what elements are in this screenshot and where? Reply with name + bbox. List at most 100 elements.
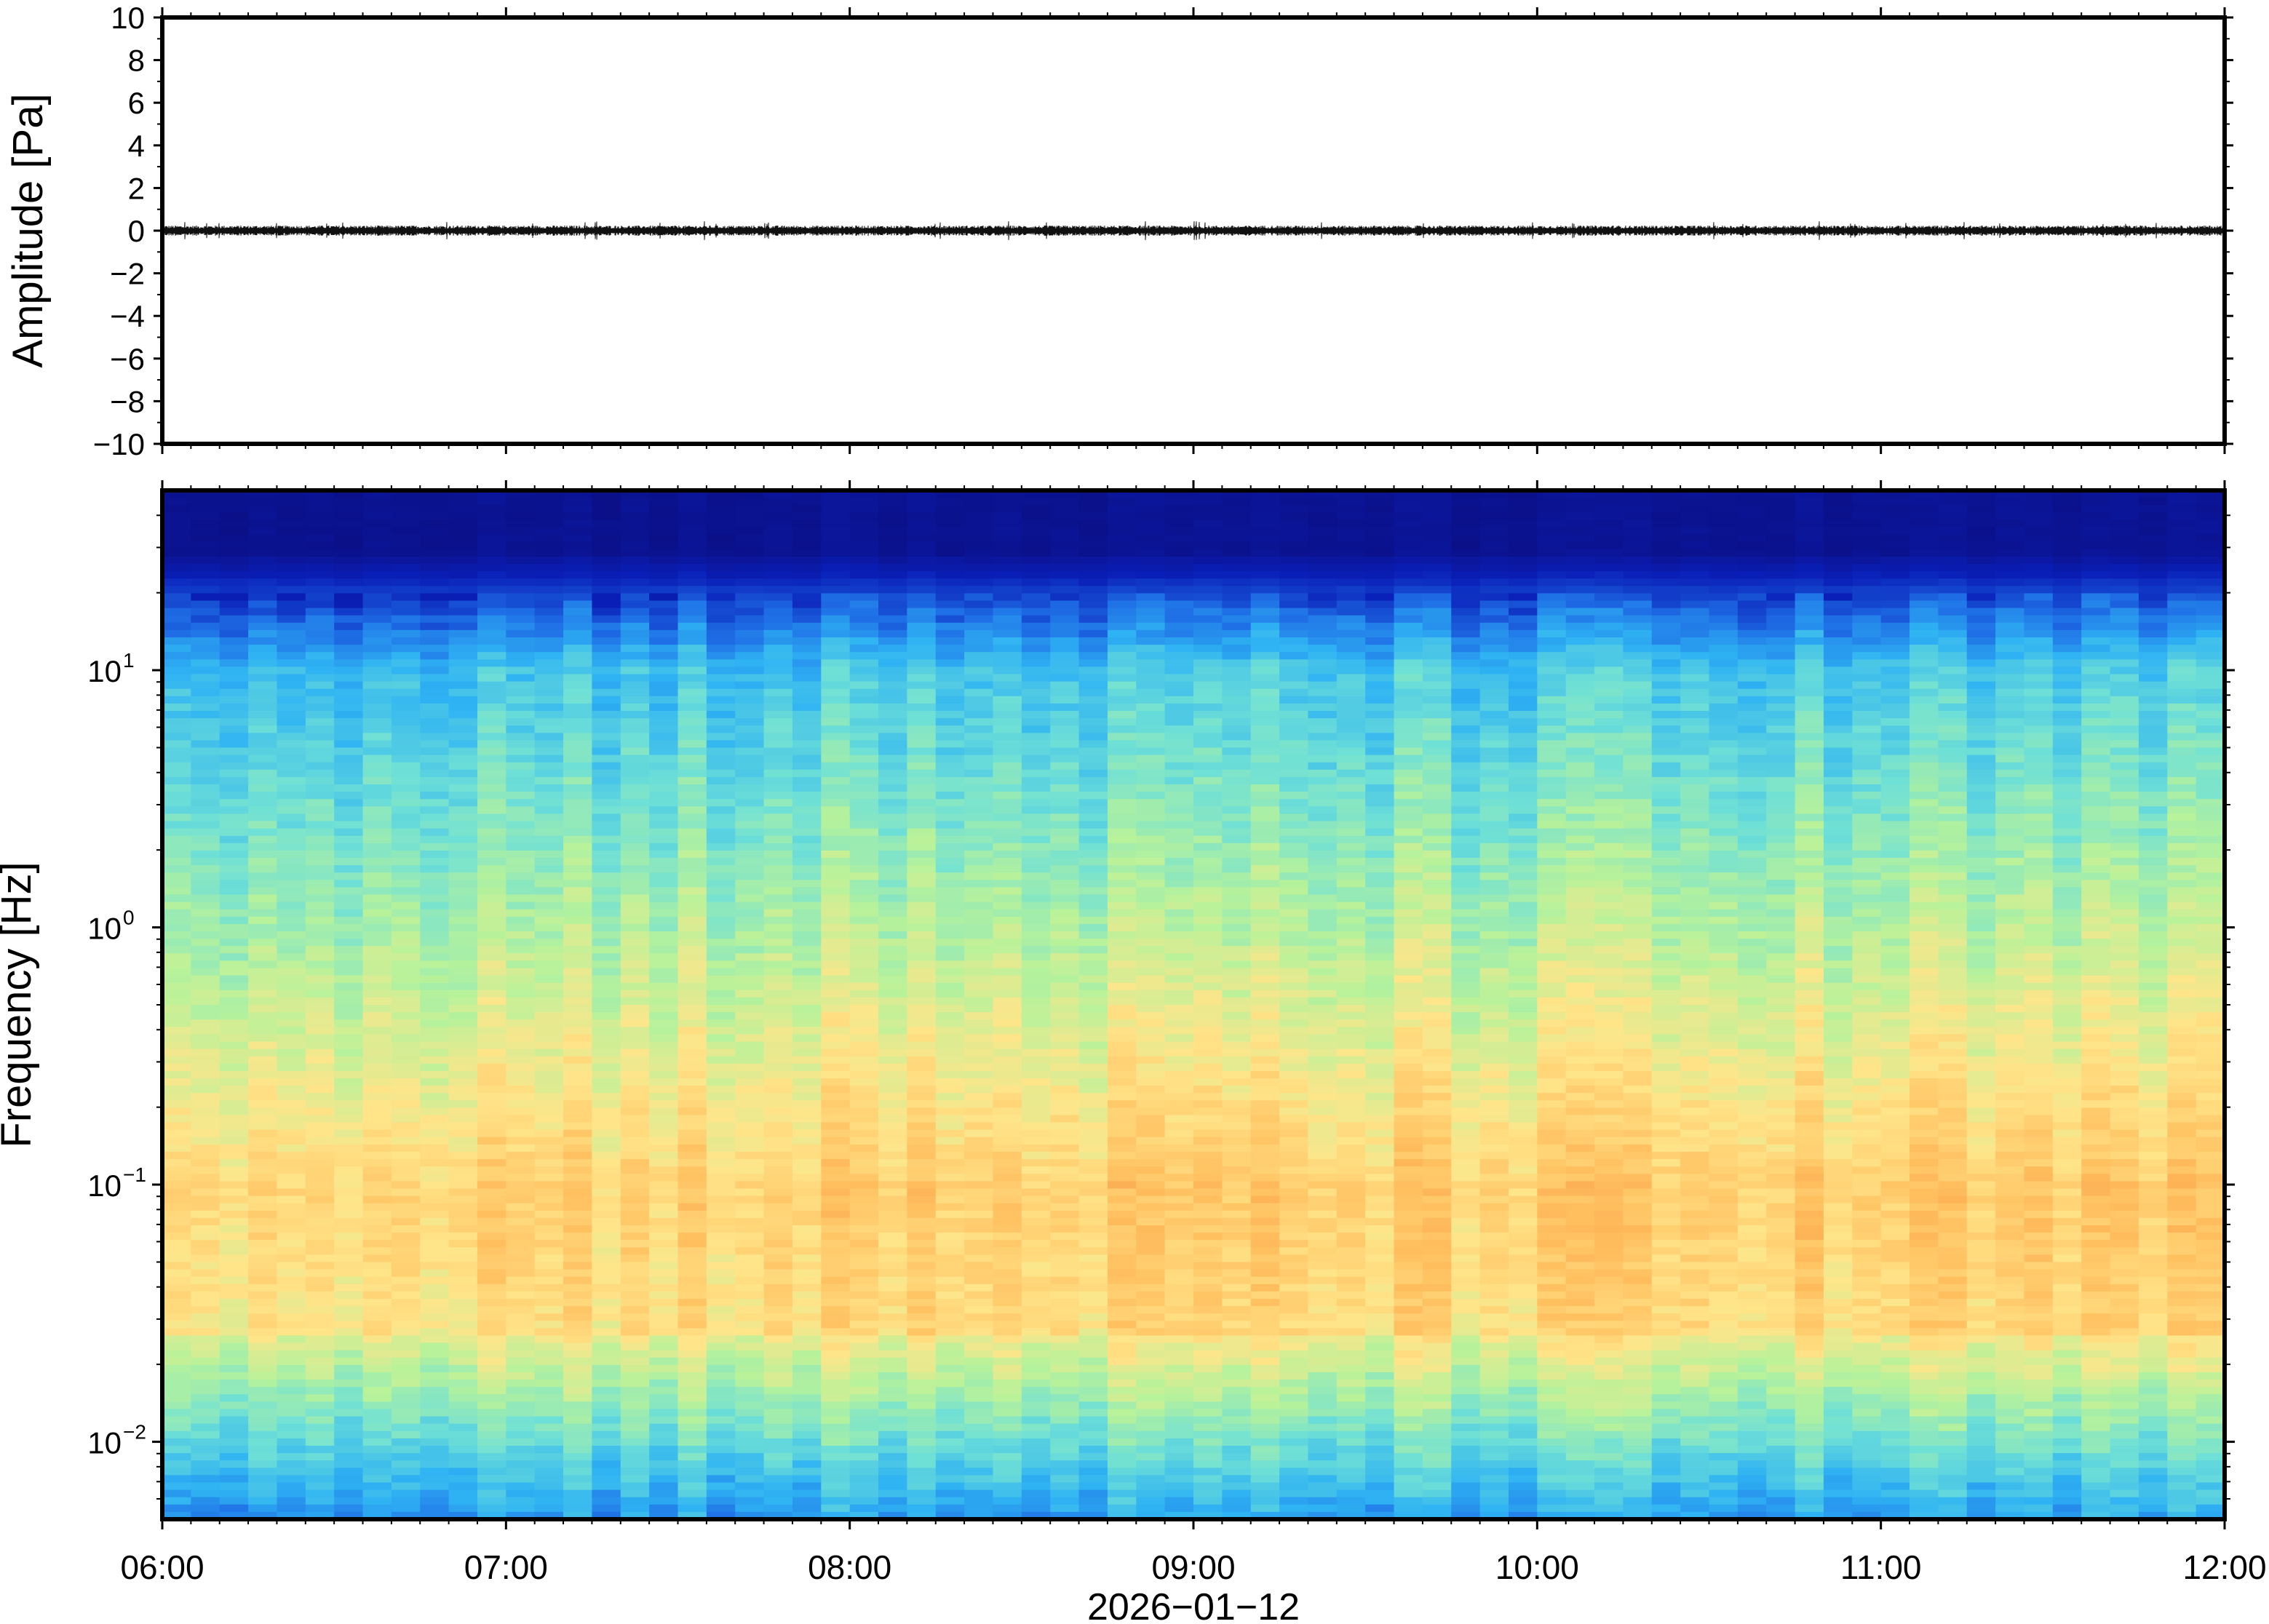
spectrogram-cell: [1880, 872, 1910, 880]
spectrogram-cell: [1938, 828, 1968, 837]
spectrogram-cell: [1078, 887, 1108, 896]
spectrogram-cell: [907, 946, 937, 954]
spectrogram-cell: [1565, 960, 1595, 969]
spectrogram-cell: [248, 806, 278, 814]
spectrogram-cell: [849, 681, 879, 690]
spectrogram-cell: [1451, 843, 1481, 851]
spectrogram-cell: [362, 975, 392, 984]
spectrogram-cell: [477, 615, 506, 624]
spectrogram-cell: [1164, 541, 1194, 550]
spectrogram-cell: [305, 564, 335, 572]
spectrogram-cell: [448, 843, 478, 851]
spectrogram-cell: [620, 733, 650, 741]
amplitude-y-axis-label: Amplitude [Pa]: [4, 93, 52, 367]
spectrogram-cell: [1623, 725, 1653, 733]
spectrogram-cell: [677, 652, 707, 660]
spectrogram-cell: [2138, 858, 2168, 866]
spectrogram-cell: [2024, 600, 2054, 609]
spectrogram-cell: [248, 534, 278, 543]
spectrogram-cell: [2024, 541, 2054, 550]
spectrogram-cell: [1880, 858, 1910, 866]
spectrogram-cell: [1050, 733, 1080, 741]
spectrogram-cell: [620, 688, 650, 697]
spectrogram-cell: [964, 872, 994, 880]
spectrogram-cell: [1823, 652, 1853, 660]
spectrogram-cell: [878, 990, 907, 998]
spectrogram-cell: [2052, 512, 2082, 520]
spectrogram-cell: [1766, 564, 1796, 572]
spectrogram-cell: [1308, 652, 1338, 660]
spectrogram-cell: [1766, 769, 1796, 778]
amplitude-y-tick-label: 10: [111, 1, 145, 35]
spectrogram-cell: [1508, 527, 1538, 536]
spectrogram-cell: [1078, 828, 1108, 837]
spectrogram-cell: [1279, 629, 1309, 638]
spectrogram-cell: [1766, 843, 1796, 851]
spectrogram-cell: [1308, 894, 1338, 903]
spectrogram-cell: [1078, 755, 1108, 763]
spectrogram-cell: [964, 953, 994, 961]
spectrogram-cell: [1737, 541, 1767, 550]
spectrogram-cell: [391, 946, 421, 954]
spectrogram-cell: [1479, 747, 1509, 756]
spectrogram-cell: [1594, 659, 1624, 667]
spectrogram-cell: [907, 593, 937, 602]
spectrogram-cell: [1823, 982, 1853, 991]
spectrogram-cell: [2081, 549, 2111, 557]
spectrogram-cell: [2138, 681, 2168, 690]
spectrogram-cell: [1107, 843, 1137, 851]
spectrogram-cell: [1308, 666, 1338, 675]
spectrogram-cell: [1164, 608, 1194, 616]
spectrogram-cell: [2167, 968, 2197, 976]
spectrogram-cell: [2138, 909, 2168, 918]
spectrogram-cell: [448, 821, 478, 829]
spectrogram-cell: [1164, 645, 1194, 653]
spectrogram-cell: [1594, 880, 1624, 888]
spectrogram-cell: [1279, 909, 1309, 918]
spectrogram-cell: [1508, 629, 1538, 638]
spectrogram-cell: [1193, 666, 1223, 675]
spectrogram-cell: [305, 600, 335, 609]
spectrogram-cell: [2138, 578, 2168, 586]
spectrogram-cell: [1852, 608, 1882, 616]
spectrogram-cell: [1050, 527, 1080, 536]
spectrogram-cell: [964, 549, 994, 557]
spectrogram-cell: [677, 821, 707, 829]
spectrogram-cell: [1565, 821, 1595, 829]
spectrogram-cell: [592, 946, 621, 954]
spectrogram-cell: [391, 975, 421, 984]
spectrogram-cell: [420, 865, 450, 873]
spectrogram-cell: [1193, 645, 1223, 653]
spectrogram-cell: [2081, 769, 2111, 778]
spectrogram-cell: [1222, 916, 1252, 925]
spectrogram-cell: [1279, 674, 1309, 682]
spectrogram-cell: [334, 858, 364, 866]
spectrogram-cell: [1078, 681, 1108, 690]
spectrogram-cell: [277, 747, 306, 756]
spectrogram-cell: [219, 637, 249, 645]
spectrogram-cell: [420, 688, 450, 697]
spectrogram-cell: [2110, 865, 2139, 873]
spectrogram-cell: [1880, 813, 1910, 822]
spectrogram-cell: [1279, 982, 1309, 991]
spectrogram-cell: [993, 556, 1022, 565]
spectrogram-cell: [1078, 600, 1108, 609]
spectrogram-cell: [1508, 733, 1538, 741]
spectrogram-cell: [1193, 762, 1223, 771]
spectrogram-cell: [2196, 498, 2225, 506]
spectrogram-cell: [563, 946, 593, 954]
spectrogram-cell: [1852, 703, 1882, 712]
spectrogram-cell: [935, 733, 965, 741]
spectrogram-cell: [2052, 615, 2082, 624]
spectrogram-cell: [334, 688, 364, 697]
spectrogram-cell: [563, 813, 593, 822]
spectrogram-cell: [1308, 688, 1338, 697]
spectrogram-cell: [162, 747, 191, 756]
spectrogram-cell: [993, 578, 1022, 586]
spectrogram-cell: [534, 578, 564, 586]
spectrogram-cell: [334, 960, 364, 969]
spectrogram-cell: [592, 666, 621, 675]
spectrogram-cell: [763, 674, 793, 682]
spectrogram-cell: [506, 880, 536, 888]
spectrogram-cell: [1565, 629, 1595, 638]
